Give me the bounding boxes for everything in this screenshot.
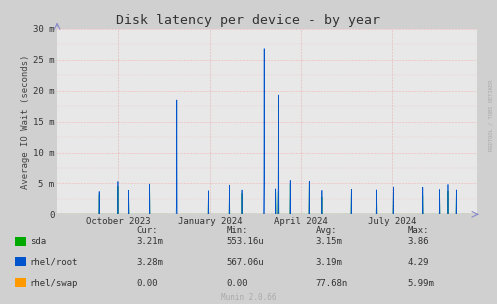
Text: Avg:: Avg:: [316, 226, 337, 236]
Text: 553.16u: 553.16u: [226, 237, 264, 246]
Text: Munin 2.0.66: Munin 2.0.66: [221, 292, 276, 302]
Text: 5.99m: 5.99m: [408, 278, 434, 288]
Text: Max:: Max:: [408, 226, 429, 236]
Text: 3.21m: 3.21m: [137, 237, 164, 246]
Y-axis label: Average IO Wait (seconds): Average IO Wait (seconds): [21, 54, 30, 189]
Text: 77.68n: 77.68n: [316, 278, 348, 288]
Text: Disk latency per device - by year: Disk latency per device - by year: [116, 14, 381, 27]
Text: 3.19m: 3.19m: [316, 258, 342, 267]
Text: Cur:: Cur:: [137, 226, 158, 236]
Text: 0.00: 0.00: [226, 278, 248, 288]
Text: Min:: Min:: [226, 226, 248, 236]
Text: RRDTOOL / TOBI OETIKER: RRDTOOL / TOBI OETIKER: [489, 80, 494, 151]
Text: rhel/swap: rhel/swap: [30, 278, 78, 288]
Text: 567.06u: 567.06u: [226, 258, 264, 267]
Text: 3.15m: 3.15m: [316, 237, 342, 246]
Text: 4.29: 4.29: [408, 258, 429, 267]
Text: rhel/root: rhel/root: [30, 258, 78, 267]
Text: 0.00: 0.00: [137, 278, 158, 288]
Text: sda: sda: [30, 237, 46, 246]
Text: 3.28m: 3.28m: [137, 258, 164, 267]
Text: 3.86: 3.86: [408, 237, 429, 246]
